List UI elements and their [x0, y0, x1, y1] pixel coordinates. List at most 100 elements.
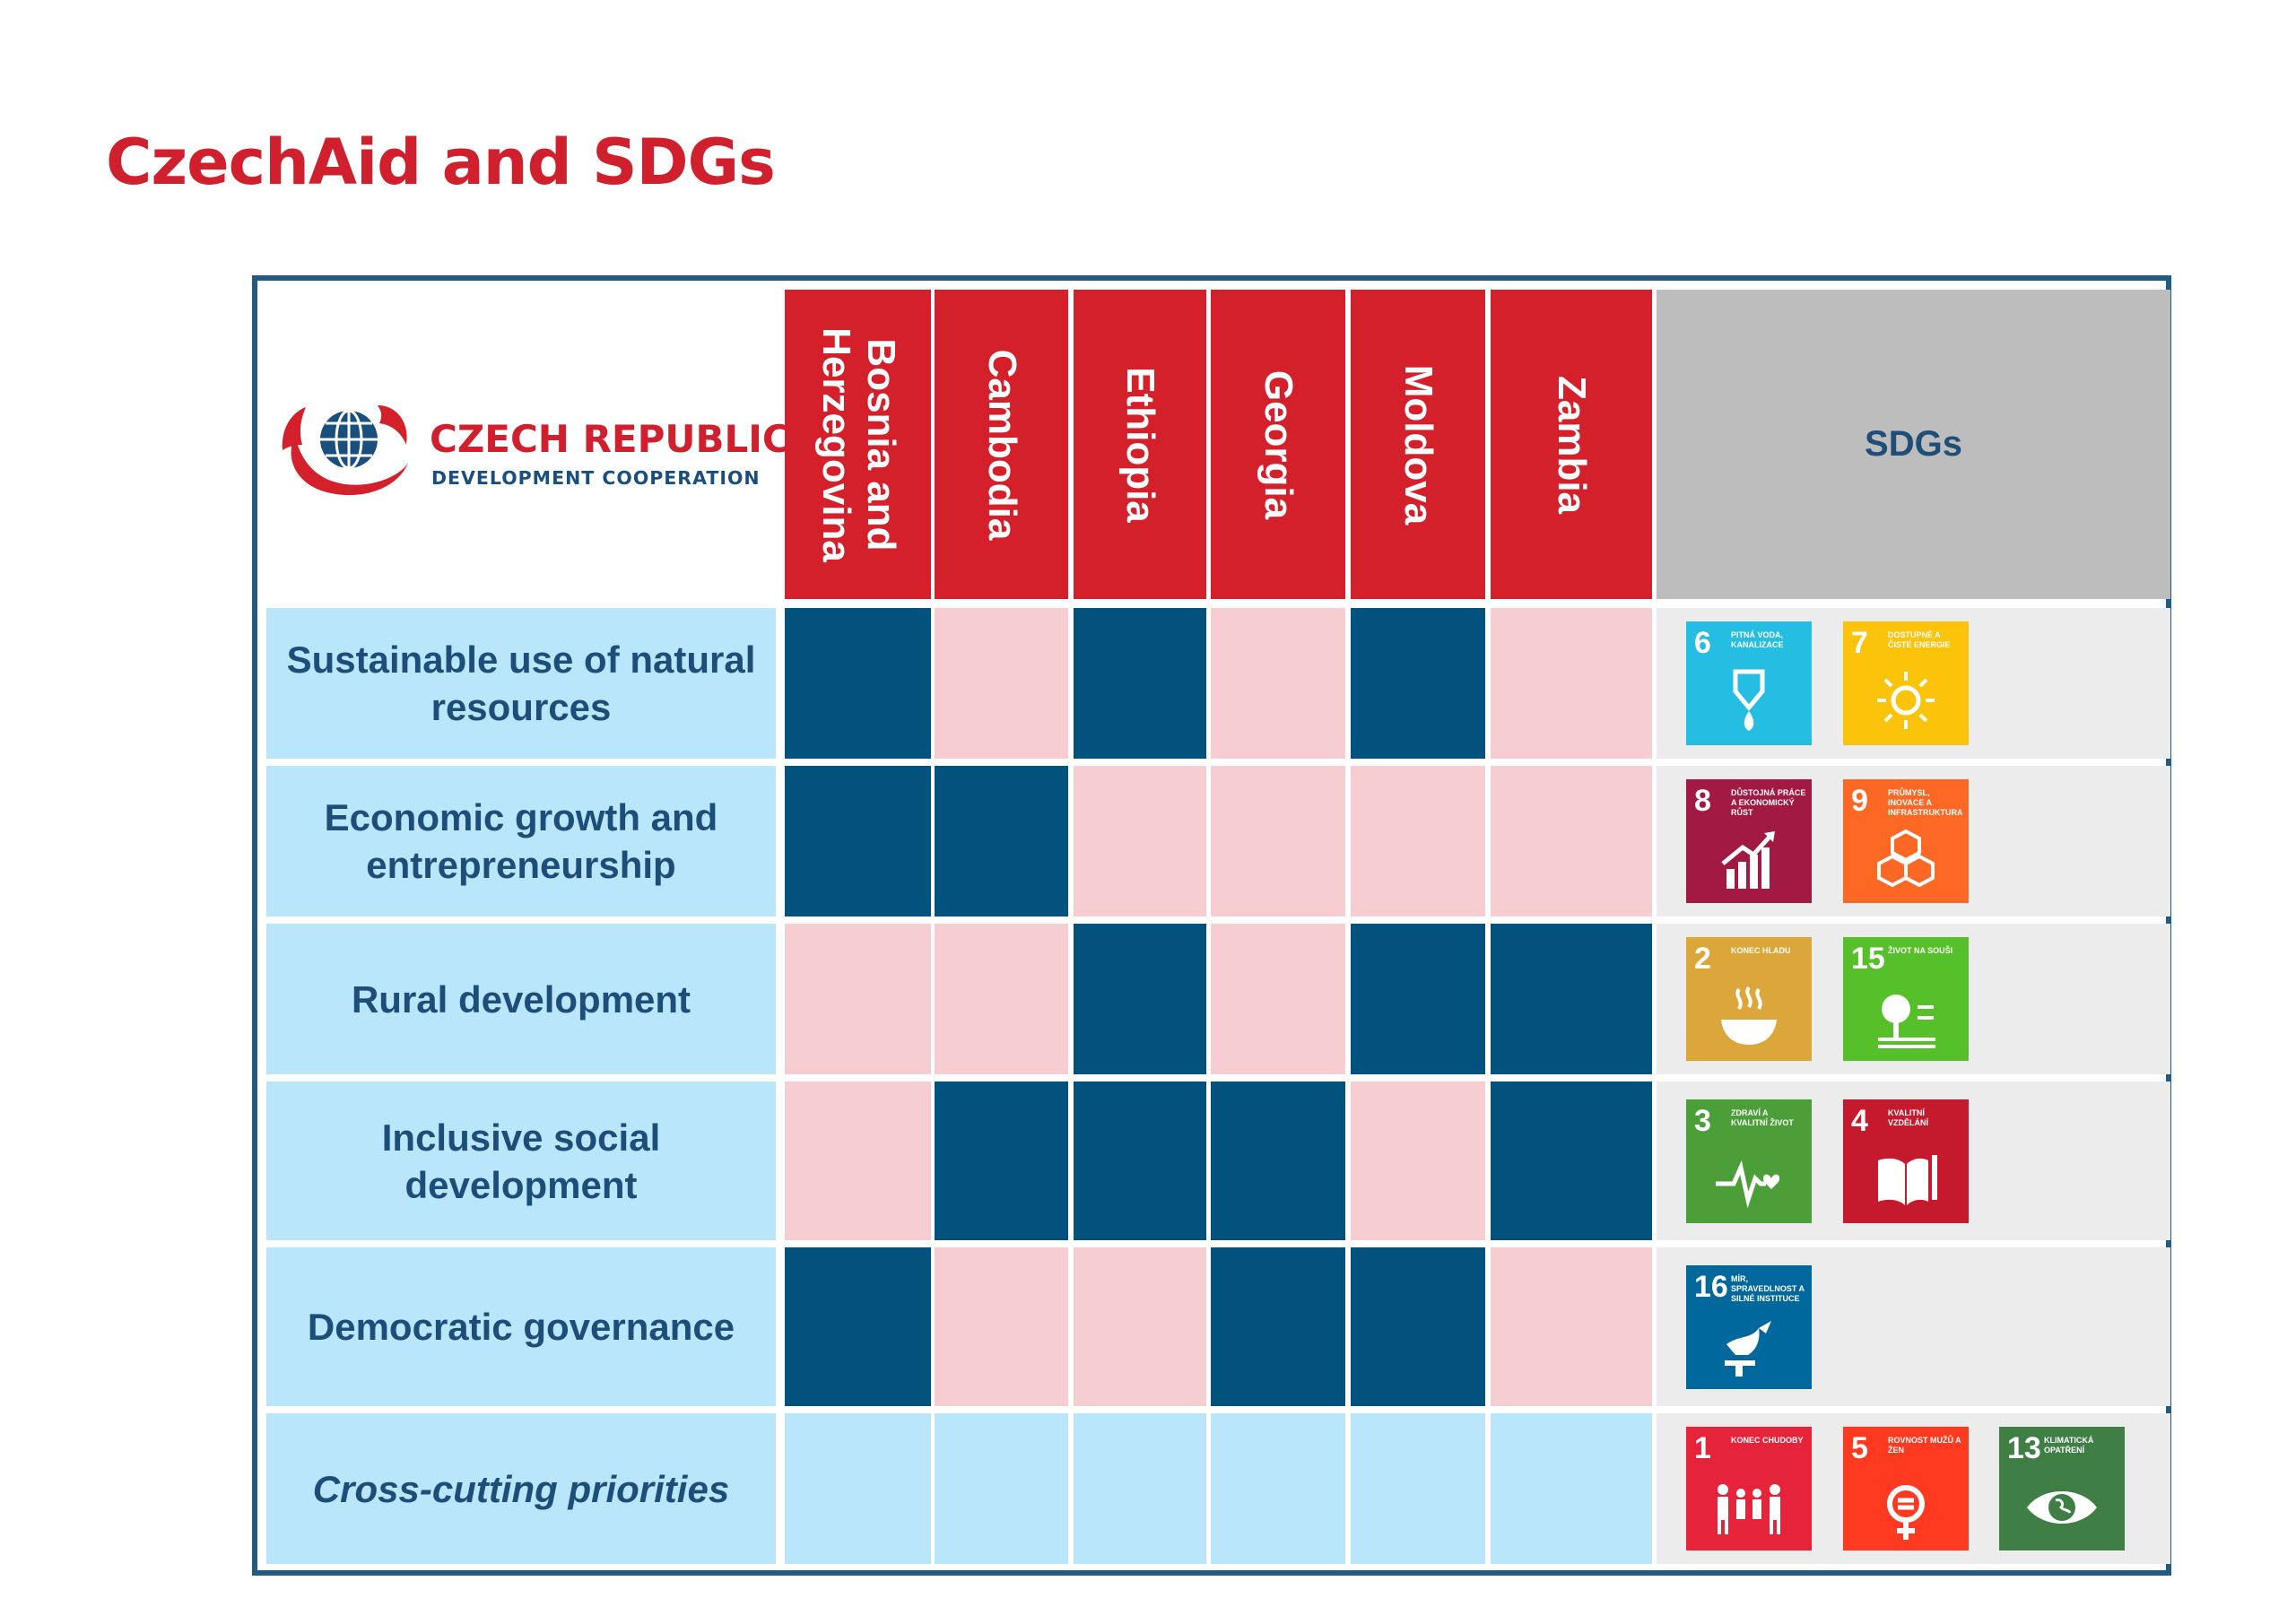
country-header: Moldova [1351, 290, 1485, 599]
inactive-cell [935, 1247, 1068, 1406]
sdg-tile: 15 Život na souši [1843, 937, 1969, 1061]
sdg-number: 5 [1851, 1431, 1868, 1465]
inactive-cell [935, 608, 1068, 759]
eye-globe-icon [2027, 1491, 2097, 1524]
logo-name: CZECH REPUBLIC [430, 417, 790, 461]
inactive-cell [1074, 766, 1206, 916]
cubes-icon [1877, 829, 1935, 888]
inactive-cell [785, 1081, 931, 1240]
active-cell [1491, 1081, 1652, 1240]
sdg-number: 9 [1851, 784, 1868, 818]
active-cell [1211, 1247, 1345, 1406]
sdg-tile: 4 Kvalitní vzdělání [1843, 1099, 1969, 1223]
inactive-cell [1351, 1081, 1485, 1240]
sdg-header: SDGs [1657, 290, 2170, 599]
sdg-number: 15 [1851, 942, 1885, 976]
sdg-number: 6 [1694, 626, 1711, 660]
country-name: Ethiopia [1118, 366, 1162, 523]
sdg-tile: 13 Klimatická opatření [1999, 1427, 2125, 1551]
country-header: Georgia [1211, 290, 1345, 599]
sdg-number: 16 [1694, 1270, 1728, 1304]
sdg-row: 3 Zdraví a kvalitní život 4 Kvalitní vzdělá… [1657, 1081, 2170, 1240]
sdg-number: 7 [1851, 626, 1868, 660]
country-sdg-matrix: CZECH REPUBLIC DEVELOPMENT COOPERATION B… [252, 275, 2171, 1576]
row-label: Inclusive social development [266, 1081, 776, 1240]
sdg-label: Život na souši [1888, 946, 1953, 955]
sdg-number: 3 [1694, 1104, 1711, 1138]
sdg-row: 16 Mír, spravedlnost a silné instituce [1657, 1247, 2170, 1406]
row-label: Sustainable use of natural resources [266, 608, 776, 759]
sdg-tile: 1 Konec chudoby [1686, 1427, 1812, 1551]
country-header: Cambodia [935, 290, 1068, 599]
sdg-number: 2 [1694, 942, 1711, 976]
sdg-label: Dostupné a čisté energie [1888, 630, 1951, 649]
sdg-tile: 16 Mír, spravedlnost a silné instituce [1686, 1265, 1812, 1389]
inactive-cell [1491, 1247, 1652, 1406]
sdg-label: Zdraví a kvalitní život [1731, 1108, 1794, 1127]
empty-cell [1211, 1413, 1345, 1564]
row-label: Cross-cutting priorities [266, 1413, 776, 1564]
bowl-icon [1721, 986, 1777, 1045]
sdg-number: 13 [2007, 1431, 2041, 1465]
water-icon [1733, 669, 1765, 731]
book-icon [1878, 1155, 1937, 1205]
active-cell [1074, 608, 1206, 759]
page-title: CzechAid and SDGs [106, 126, 776, 199]
sdg-label: Důstojná práce a ekonomický růst [1731, 788, 1806, 817]
sdg-label: Kvalitní vzdělání [1888, 1108, 1928, 1127]
active-cell [1491, 924, 1652, 1074]
country-name: Cambodia [979, 349, 1024, 540]
row-label: Rural development [266, 924, 776, 1074]
sdg-tile: 2 Konec hladu [1686, 937, 1812, 1061]
country-name: Bosnia and Herzegovina [813, 326, 903, 562]
family-icon [1718, 1484, 1780, 1534]
empty-cell [935, 1413, 1068, 1564]
country-header: Bosnia and Herzegovina [785, 290, 931, 599]
sdg-label: Průmysl, inovace a infrastruktura [1888, 788, 1963, 817]
gender-icon [1887, 1485, 1925, 1540]
country-name: Georgia [1257, 369, 1300, 519]
sdg-tile: 6 Pitná voda, kanalizace [1686, 621, 1812, 745]
inactive-cell [1211, 608, 1345, 759]
globe-hands-logo-icon [282, 405, 408, 496]
sdg-row: 6 Pitná voda, kanalizace 7 Dostupné a čisté… [1657, 608, 2170, 759]
tree-icon [1878, 995, 1935, 1048]
sdg-row: 2 Konec hladu 15 Život na souši [1657, 924, 2170, 1074]
active-cell [935, 766, 1068, 916]
country-header: Zambia [1491, 290, 1652, 599]
inactive-cell [935, 924, 1068, 1074]
sdg-tile: 5 Rovnost mužů a žen [1843, 1427, 1969, 1551]
row-label: Democratic governance [266, 1247, 776, 1406]
inactive-cell [1211, 924, 1345, 1074]
active-cell [935, 1081, 1068, 1240]
active-cell [785, 766, 931, 916]
inactive-cell [1211, 766, 1345, 916]
inactive-cell [1491, 766, 1652, 916]
sdg-tile: 8 Důstojná práce a ekonomický růst [1686, 779, 1812, 903]
active-cell [1351, 608, 1485, 759]
active-cell [1351, 924, 1485, 1074]
active-cell [785, 1247, 931, 1406]
sdg-label: Pitná voda, kanalizace [1731, 630, 1784, 649]
sdg-number: 8 [1694, 784, 1711, 818]
inactive-cell [785, 924, 931, 1074]
inactive-cell [1351, 766, 1485, 916]
inactive-cell [1491, 608, 1652, 759]
sdg-tile: 9 Průmysl, inovace a infrastruktura [1843, 779, 1969, 903]
sdg-label: Mír, spravedlnost a silné instituce [1731, 1274, 1805, 1303]
country-header: Ethiopia [1074, 290, 1206, 599]
heartbeat-icon [1716, 1160, 1780, 1209]
empty-cell [1491, 1413, 1652, 1564]
inactive-cell [1074, 1247, 1206, 1406]
sdg-label: Rovnost mužů a žen [1888, 1436, 1961, 1455]
country-name: Moldova [1396, 364, 1440, 525]
sdg-label: Konec chudoby [1731, 1436, 1804, 1445]
sdg-number: 4 [1851, 1104, 1868, 1138]
active-cell [1211, 1081, 1345, 1240]
sun-icon [1877, 672, 1935, 729]
growth-chart-icon [1721, 831, 1775, 889]
sdg-row: 8 Důstojná práce a ekonomický růst 9 Průmys… [1657, 766, 2170, 916]
sdg-number: 1 [1694, 1431, 1711, 1465]
sdg-tile: 3 Zdraví a kvalitní život [1686, 1099, 1812, 1223]
dove-icon [1725, 1321, 1771, 1377]
